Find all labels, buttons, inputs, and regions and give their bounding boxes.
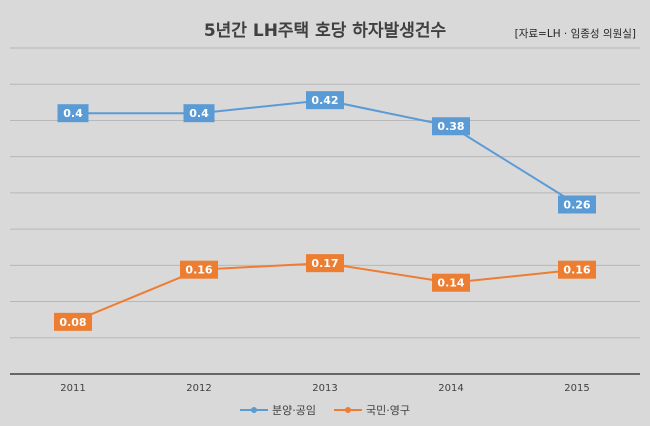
legend-item-series-1: 분양·공임 [240,402,316,418]
x-tick-label: 2015 [564,383,589,394]
data-label: 0.26 [563,198,590,211]
x-tick-label: 2012 [186,383,211,394]
data-label-box [57,104,89,123]
data-label-box [183,104,215,123]
chart-title: 5년간 LH주택 호당 하자발생건수 [203,21,447,41]
data-label: 0.16 [185,264,212,277]
legend: 분양·공임 국민·영구 [0,402,650,418]
data-label-box [180,260,218,279]
data-label-box [306,254,344,273]
data-label: 0.4 [189,107,209,120]
data-label: 0.42 [311,94,338,107]
data-label: 0.4 [63,107,83,120]
x-tick-label: 2011 [60,383,85,394]
legend-item-series-2: 국민·영구 [334,402,410,418]
data-label: 0.14 [437,277,464,290]
data-label-box [558,260,596,279]
data-label: 0.08 [59,316,86,329]
data-label: 0.38 [437,120,464,133]
legend-swatch-series-2 [334,407,362,413]
data-label-box [432,273,470,292]
data-label-box [54,312,92,331]
data-label: 0.16 [563,264,590,277]
x-tick-label: 2013 [312,383,337,394]
data-label-box [306,91,344,110]
legend-marker-series-1 [251,407,258,413]
data-label-box [558,195,596,214]
legend-label-series-2: 국민·영구 [366,404,410,417]
data-label: 0.17 [311,257,338,270]
legend-label-series-1: 분양·공임 [272,404,316,417]
chart-source-note: [자료=LH · 임종성 의원실] [514,28,636,40]
series-line-1 [73,99,578,206]
legend-marker-series-2 [345,407,351,413]
data-label-box [432,117,470,136]
legend-swatch-series-1 [240,407,269,413]
x-tick-label: 2014 [438,383,463,394]
